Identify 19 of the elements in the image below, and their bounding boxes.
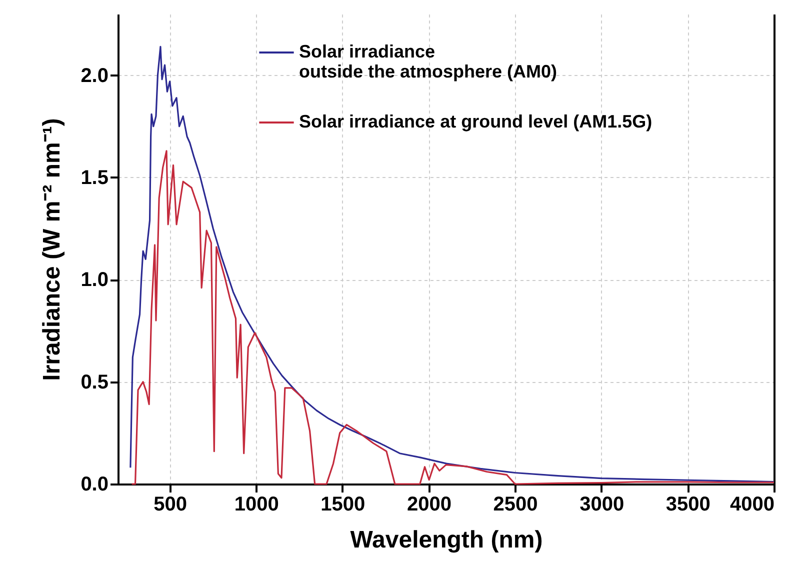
y-tick-label: 2.0	[80, 64, 108, 87]
x-tick-label: 3000	[580, 494, 624, 516]
x-axis-title: Wavelength (nm)	[350, 526, 543, 554]
y-tick-label: 0.0	[80, 474, 108, 496]
x-tick-label: 3500	[666, 494, 710, 516]
x-tick-label: 1000	[234, 494, 279, 516]
y-tick-label: 1.0	[80, 269, 108, 292]
x-tick-label: 4000	[730, 494, 774, 516]
x-tick-label: 500	[154, 494, 187, 516]
y-axis-title: Irradiance (W m⁻² nm⁻¹)	[38, 118, 66, 381]
line-series	[131, 150, 775, 485]
x-tick-label: 1500	[320, 494, 366, 516]
legend-label: Solar irradiance at ground level (AM1.5G)	[299, 112, 652, 132]
y-tick-label: 0.5	[80, 371, 108, 394]
line-series	[130, 46, 775, 483]
x-tick-label: 2000	[406, 494, 452, 516]
legend-label: Solar irradiance outside the atmosphere (AM0)	[299, 42, 558, 82]
y-tick-label: 1.5	[80, 166, 108, 189]
x-tick-label: 2500	[493, 494, 538, 516]
